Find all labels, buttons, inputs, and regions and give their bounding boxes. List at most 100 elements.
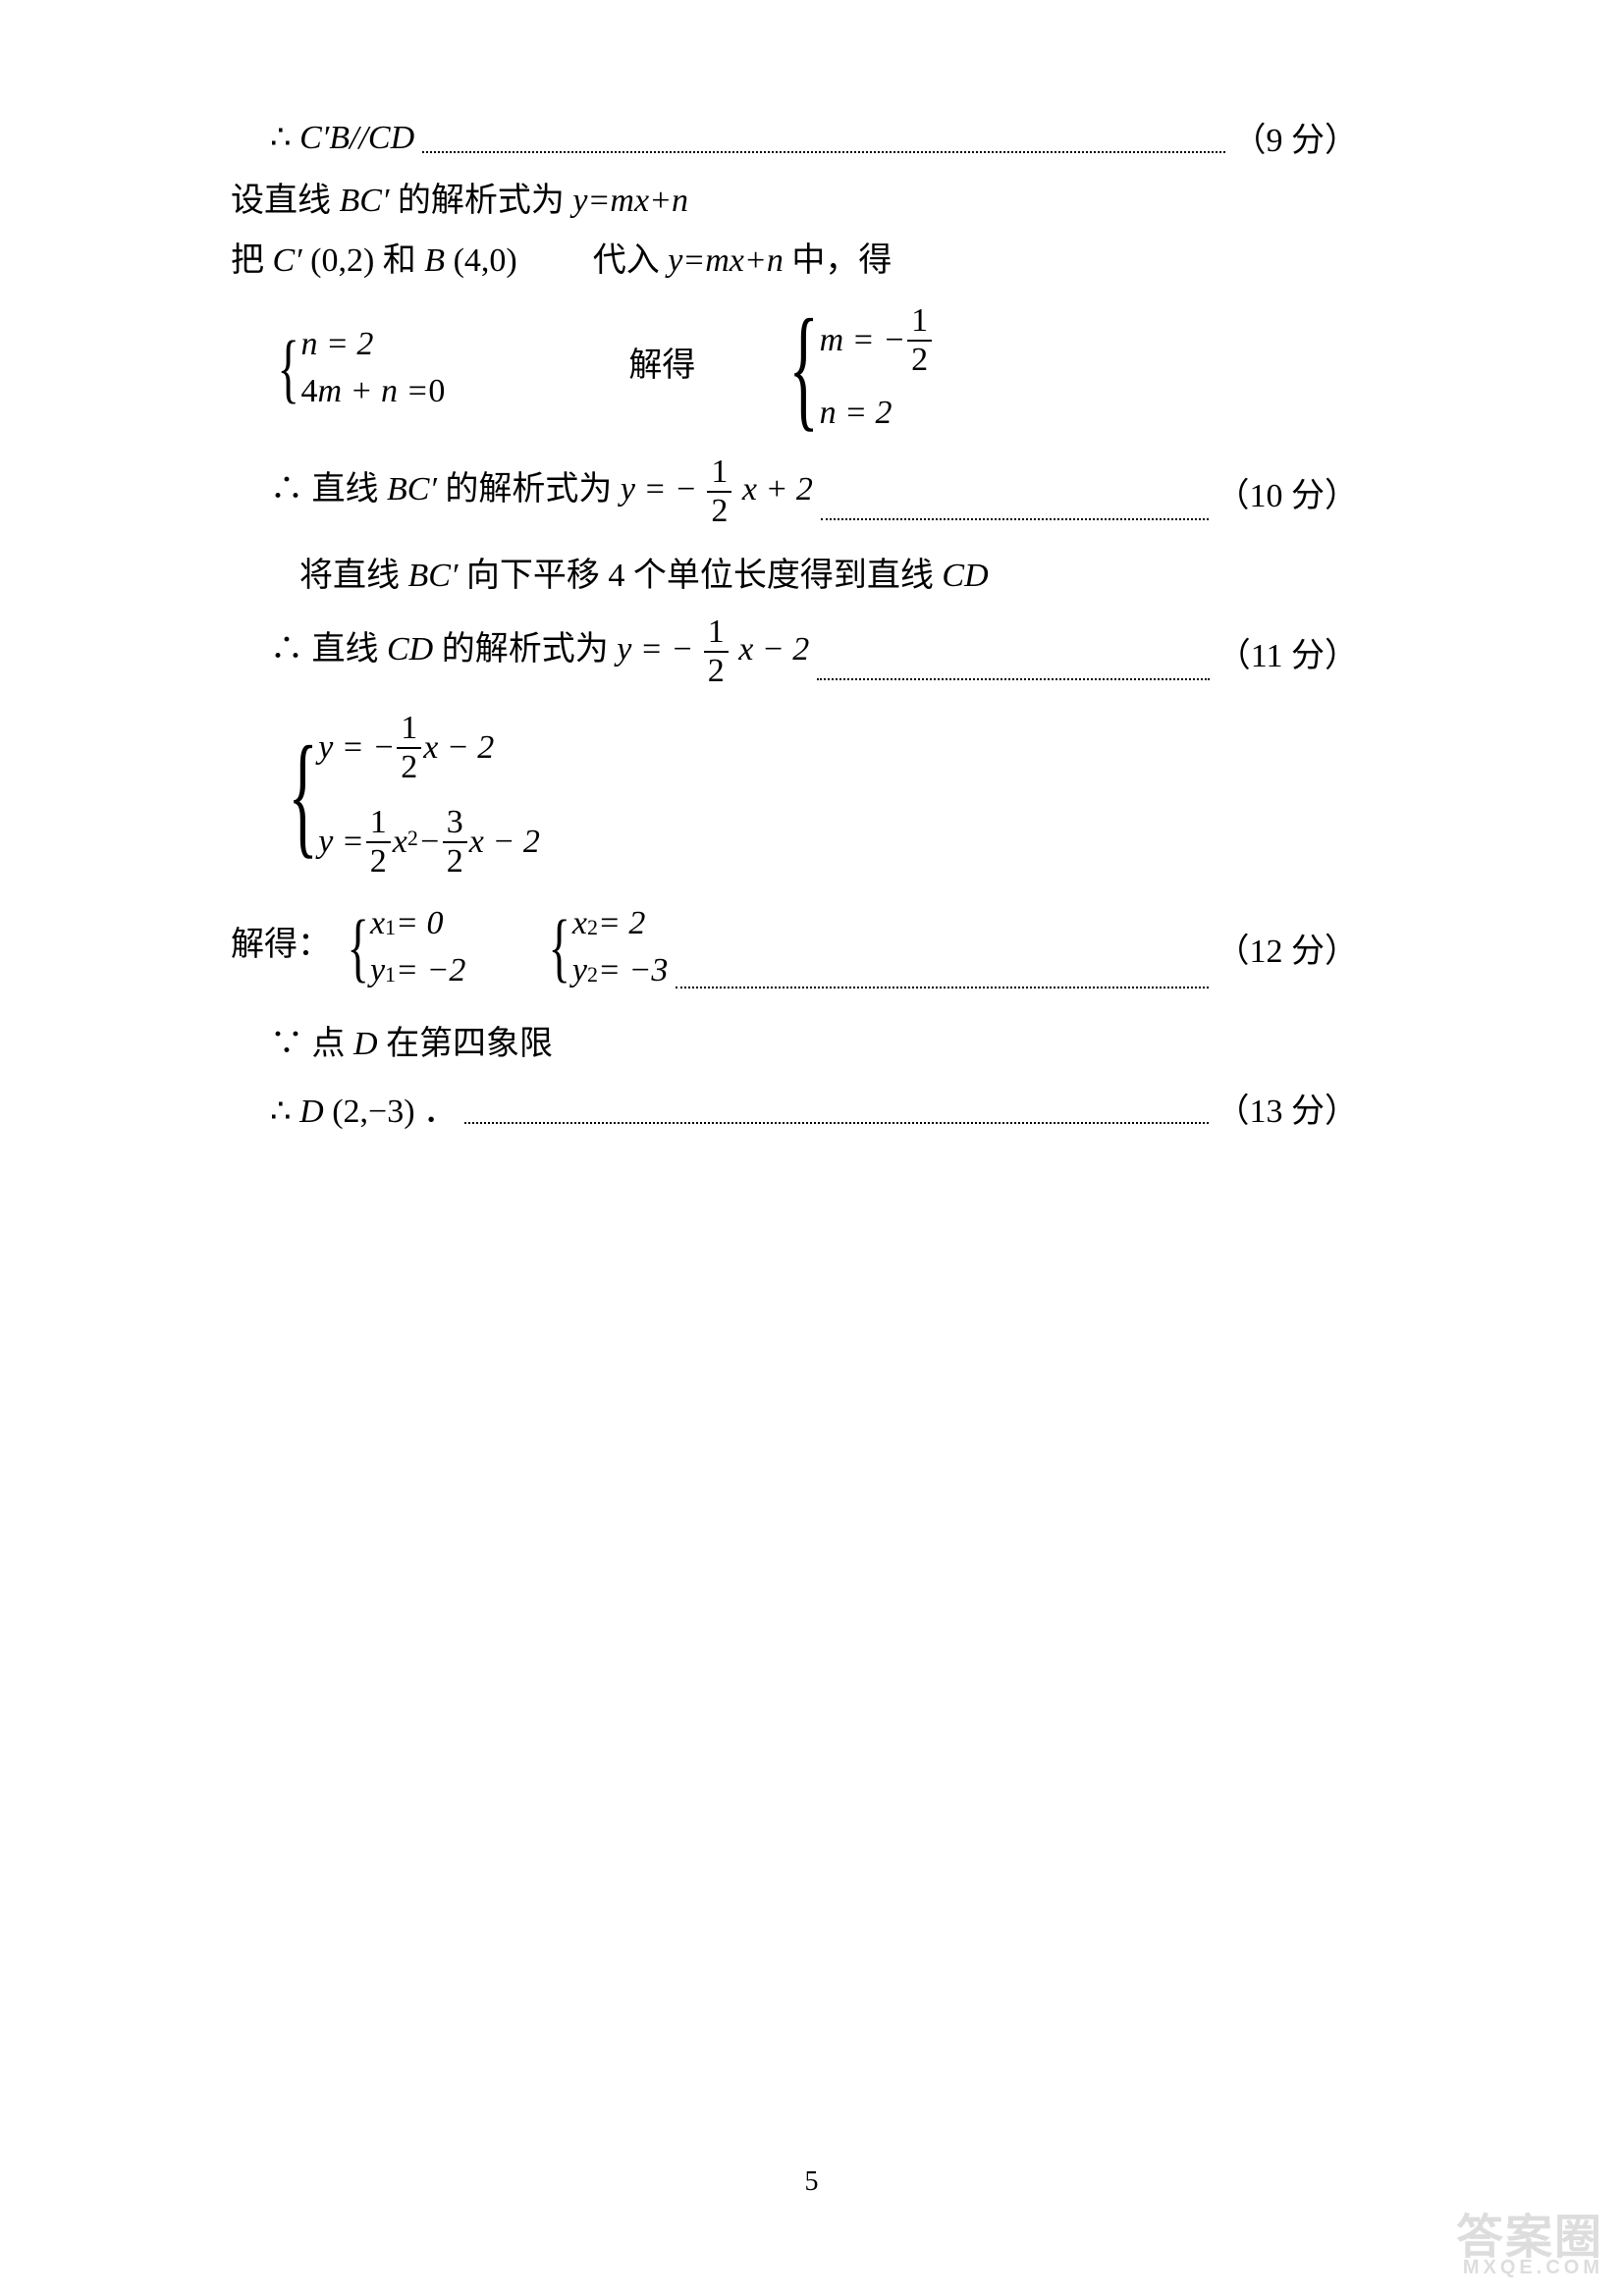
eq-row: n = 2 [820,395,934,432]
math-var: CD [942,558,988,594]
expr: m + n = [317,373,428,410]
eq-row: m = − 1 2 [820,304,934,377]
score-marker: （13 分） [1217,1084,1359,1132]
numerator: 1 [397,712,421,747]
text-content: ∵ 点 D 在第四象限 [270,1016,553,1064]
denominator: 2 [366,841,391,879]
text: 把 [231,242,264,279]
brace-body: y = − 1 2 x − 2 y = 1 2 x2 [318,712,540,879]
score-marker: （11 分） [1217,628,1358,676]
numerator: 1 [704,615,729,651]
therefore-symbol: ∴ [270,631,303,667]
brace-right: { m = − 1 2 n = 2 [771,304,934,432]
math-var: BC′ [387,471,437,507]
numerator: 1 [707,455,731,491]
numerator: 3 [443,806,467,841]
var: x [572,905,587,942]
page-number: 5 [0,2166,1623,2198]
text: 的解析式为 [398,183,573,219]
text: 直线 [312,471,388,507]
expr: x − 2 [469,824,540,861]
fraction: 1 2 [366,806,391,879]
watermark: 答案圈 MXQE.COM [1456,2216,1603,2276]
step-line-1: ∴ C′B//CD （9 分） [270,113,1358,161]
subscript: 2 [587,962,598,988]
watermark-top: 答案圈 [1456,2212,1603,2264]
expr: n = 2 [300,326,373,363]
text: 中，得 [791,242,892,279]
numerator: 1 [907,304,932,340]
subscript: 1 [385,915,396,940]
text: 的解析式为 [442,631,618,667]
leader-dots [821,518,1209,520]
eq-row: y = − 1 2 x − 2 [318,712,540,784]
equation-system-2: { y = − 1 2 x − 2 y = 1 2 [270,712,1358,879]
math-var: BC′ [340,183,390,219]
expr: y = − [617,631,693,667]
expr: = 0 [396,905,443,942]
text-content: ∴ D (2,−3) ． [270,1084,457,1132]
text-content: 设直线 BC′ 的解析式为 y=mx+n [231,173,688,221]
eq-row: x2 = 2 [572,905,668,942]
therefore-symbol: ∴ [270,1094,292,1130]
math-var: D [299,1094,324,1130]
math-var: CD [387,631,433,667]
math-expr: y=mx+n [668,242,784,279]
subscript: 1 [385,962,396,988]
math-expr: C′B//CD [299,120,414,156]
leader-dots [464,1122,1208,1124]
denominator: 2 [443,841,467,879]
expr: = 2 [598,905,645,942]
page: ∴ C′B//CD （9 分） 设直线 BC′ 的解析式为 y=mx+n 把 C… [0,0,1623,2296]
math-var: D [353,1026,378,1062]
expr: y = − [318,729,395,767]
text-content: 解得： { x1 = 0 y1 = −2 { [231,905,668,989]
text: 解得 [628,347,695,384]
text: 设直线 [231,183,340,219]
var: y [572,952,587,989]
brace-icon: { [789,327,819,409]
score-marker: （9 分） [1233,113,1359,161]
fraction: 1 2 [397,712,421,784]
text-content: { n = 2 4 m + n = 0 解得 { [270,304,934,432]
text: 在第四象限 [386,1026,553,1062]
expr: n = 2 [820,395,893,432]
var: y [370,952,385,989]
expr: x − 2 [423,729,494,767]
text: 点 [312,1026,354,1062]
math-expr: y=mx+n [572,183,688,219]
text: 向下平移 4 个单位长度得到直线 [466,558,943,594]
num: 4 [300,373,317,410]
text-content: 将直线 BC′ 向下平移 4 个单位长度得到直线 CD [299,548,989,596]
watermark-bottom: MXQE.COM [1456,2259,1603,2276]
text-content: ∴ 直线 CD 的解析式为 y = − 1 2 x − 2 [270,615,809,688]
coord: (4,0) [454,242,517,279]
text: 直线 [312,631,388,667]
fraction: 1 2 [704,615,729,688]
text: 和 [383,242,425,279]
brace-body: n = 2 4 m + n = 0 [300,326,445,410]
text: 的解析式为 [445,471,621,507]
expr: − [418,824,441,861]
step-line-7: 解得： { x1 = 0 y1 = −2 { [231,898,1358,996]
eq-row: x1 = 0 [370,905,465,942]
coord: (2,−3) [332,1094,414,1130]
denominator: 2 [907,340,932,377]
var: x [370,905,385,942]
denominator: 2 [704,651,729,688]
math-var: C′ [273,242,302,279]
brace-body: x1 = 0 y1 = −2 [370,905,465,989]
equation-system-1: { n = 2 4 m + n = 0 解得 { [270,304,1358,432]
expr: y = [318,824,364,861]
text-content: 把 C′ (0,2) 和 B (4,0) 代入 y=mx+n 中，得 [231,233,892,281]
expr: y = − [621,471,697,507]
because-symbol: ∵ [270,1026,303,1062]
expr: x [393,824,407,861]
brace-body: x2 = 2 y2 = −3 [572,905,668,989]
brace-icon: { [277,342,298,396]
expr: x + 2 [742,471,813,507]
eq-row: n = 2 [300,326,445,363]
num: 0 [428,373,445,410]
step-line-2: 设直线 BC′ 的解析式为 y=mx+n [231,173,1358,221]
step-line-3: 把 C′ (0,2) 和 B (4,0) 代入 y=mx+n 中，得 [231,233,1358,281]
